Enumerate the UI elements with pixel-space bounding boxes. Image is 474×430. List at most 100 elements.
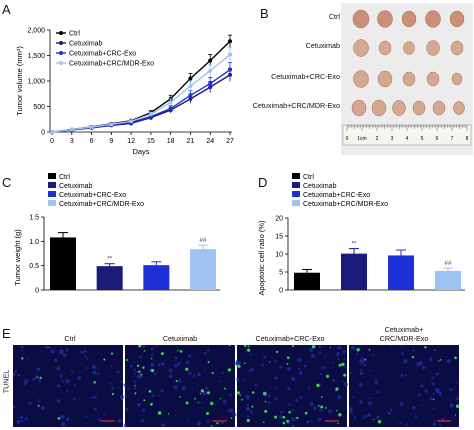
nucleus: [20, 419, 23, 423]
nucleus: [389, 408, 393, 412]
nucleus: [61, 422, 66, 427]
tunel-positive-cell: [356, 348, 360, 352]
nucleus: [174, 356, 178, 360]
tumor-sample: [371, 99, 387, 117]
nucleus: [150, 347, 154, 351]
tunel-side-label-wrap: TUNEL: [0, 355, 12, 415]
nucleus: [245, 406, 250, 411]
nucleus: [449, 388, 453, 392]
series-line: [51, 53, 231, 133]
tunel-positive-cell: [234, 345, 236, 347]
tunel-positive-cell: [251, 391, 255, 394]
y-tick-label: 0: [279, 288, 283, 295]
nucleus: [417, 392, 421, 397]
tunel-positive-cell: [286, 356, 290, 360]
tunel-title-ctrl: Ctrl: [64, 334, 76, 343]
tunel-positive-cell: [150, 357, 153, 360]
tunel-positive-cell: [111, 393, 114, 396]
data-point: [89, 125, 94, 130]
tumor-sample: [377, 10, 393, 28]
tunel-positive-cell: [103, 358, 106, 361]
tunel-positive-cell: [197, 402, 199, 404]
nucleus: [93, 395, 97, 400]
photo-row-label-crc-exo: Cetuximab+CRC-Exo: [271, 72, 340, 81]
tunel-positive-cell: [93, 381, 96, 384]
data-point: [148, 112, 153, 117]
nucleus: [168, 368, 173, 373]
nucleus: [151, 394, 155, 397]
legend-label: Cetuximab: [303, 183, 337, 190]
tunel-title-crc-exo: Cetuximab+CRC-Exo: [255, 334, 325, 343]
nucleus: [335, 352, 340, 357]
nucleus: [359, 356, 362, 359]
tunel-positive-cell: [324, 407, 327, 409]
y-tick-label: 1,500: [27, 53, 45, 60]
x-tick-label: 12: [127, 138, 135, 145]
tumor-sample: [353, 39, 369, 57]
tunel-positive-cell: [243, 345, 247, 347]
nucleus: [432, 392, 435, 395]
data-point: [69, 127, 74, 132]
legend-label: Ctrl: [69, 31, 80, 38]
nucleus: [297, 358, 302, 362]
series-line: [51, 69, 231, 133]
ruler-label: 1cm: [357, 136, 366, 142]
nucleus: [56, 384, 61, 388]
nucleus: [181, 386, 186, 391]
x-tick-label: 27: [226, 138, 234, 145]
tunel-positive-cell: [432, 398, 435, 401]
nucleus: [324, 355, 326, 357]
tunel-background: [349, 345, 459, 427]
tunel-positive-cell: [275, 350, 279, 354]
nucleus: [350, 371, 353, 374]
nucleus: [450, 398, 453, 401]
panel-letter-c: C: [2, 175, 12, 190]
tunel-positive-cell: [292, 425, 294, 427]
tunel-positive-cell: [150, 402, 153, 406]
nucleus: [429, 357, 433, 361]
tunel-positive-cell: [36, 376, 39, 378]
bar: [435, 270, 461, 290]
tunel-positive-cell: [228, 345, 231, 347]
nucleus: [433, 407, 436, 410]
nucleus: [199, 402, 201, 404]
nucleus: [110, 365, 113, 368]
x-axis-label: Days: [132, 147, 149, 156]
nucleus: [361, 357, 366, 362]
nucleus: [245, 395, 250, 400]
nucleus: [133, 380, 137, 384]
nucleus: [66, 417, 70, 422]
nucleus: [23, 382, 27, 386]
nucleus: [376, 415, 380, 419]
nucleus: [14, 370, 17, 373]
nucleus: [298, 370, 303, 375]
tunel-positive-cell: [143, 399, 146, 402]
tunel-positive-cell: [57, 417, 61, 420]
y-tick-label: 2,000: [27, 28, 45, 35]
nucleus: [310, 420, 313, 423]
tunel-positive-cell: [175, 380, 178, 383]
data-point: [188, 93, 193, 98]
tumor-sample: [392, 100, 406, 116]
nucleus: [418, 361, 423, 366]
nucleus: [80, 350, 84, 354]
tunel-positive-cell: [336, 409, 338, 412]
nucleus: [133, 386, 137, 389]
data-point: [228, 39, 232, 44]
tunel-positive-cell: [282, 421, 286, 425]
nucleus: [369, 369, 371, 372]
nucleus: [374, 380, 378, 385]
tumor-sample: [426, 71, 440, 87]
nucleus: [13, 372, 16, 377]
nucleus: [318, 345, 322, 349]
nucleus: [364, 414, 368, 418]
nucleus: [221, 421, 224, 425]
nucleus: [161, 362, 165, 366]
y-axis-label: Apoptotic cell ratio (%): [257, 220, 266, 296]
nucleus: [438, 392, 442, 396]
nucleus: [16, 419, 21, 425]
tunel-image-3: [235, 345, 348, 427]
tunel-images: [13, 345, 460, 427]
nucleus: [412, 406, 416, 410]
y-axis-label: Tumor volume (mm³): [15, 46, 24, 116]
